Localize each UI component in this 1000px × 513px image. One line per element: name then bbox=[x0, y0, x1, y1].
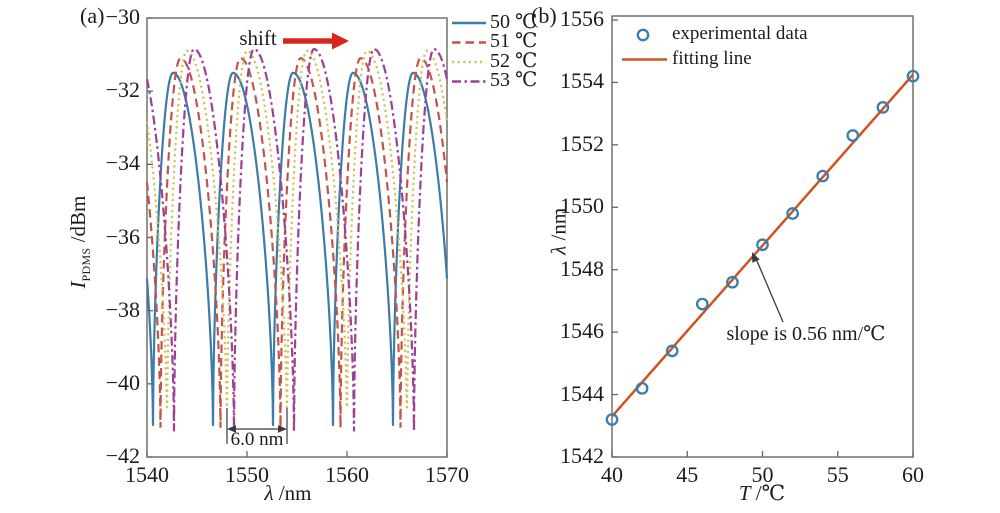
data-point-marker bbox=[726, 275, 739, 289]
slope-arrow-head-icon bbox=[752, 252, 760, 263]
slope-annotation: slope is 0.56 nm/℃ bbox=[726, 323, 886, 345]
data-point-marker bbox=[695, 297, 709, 311]
panel-b-x-axis-label: T /℃ bbox=[738, 481, 786, 505]
fringe-spacing-annotation: 6.0 nm bbox=[230, 429, 284, 450]
panel-a-x-tick-label: 1560 bbox=[325, 462, 369, 487]
data-point-marker bbox=[876, 101, 890, 114]
data-point-marker bbox=[906, 69, 920, 83]
fringe-curve-52℃ bbox=[146, 49, 448, 409]
panel-a-x-tick-label: 1570 bbox=[425, 462, 469, 487]
spacing-arrow-right-head-icon bbox=[278, 425, 287, 433]
legend-b-label-experimental-data: experimental data bbox=[672, 23, 808, 44]
shift-arrow-head-icon bbox=[332, 32, 349, 50]
panel-b-y-tick-label: 1554 bbox=[560, 68, 604, 94]
data-point-marker bbox=[846, 129, 860, 142]
legend-b-circle-marker-icon bbox=[636, 28, 650, 42]
panel-a-y-tick-label: −30 bbox=[105, 4, 140, 29]
fringe-curve-51℃ bbox=[146, 57, 448, 428]
panel-a-x-axis-label: λ /nm bbox=[264, 481, 312, 505]
panel-a-y-tick-label: −40 bbox=[105, 369, 140, 395]
legend-a-label-52c: 52 ℃ bbox=[490, 50, 538, 72]
legend-a-label-51c: 51 ℃ bbox=[490, 30, 538, 52]
panel-a-y-tick-label: −32 bbox=[105, 77, 140, 103]
shift-annotation: shift bbox=[239, 26, 277, 50]
fitting-line bbox=[611, 73, 914, 418]
panel-b-label: (b) bbox=[531, 3, 557, 28]
legend-a-label-50c: 50 ℃ bbox=[490, 11, 538, 33]
panel-a-x-tick-label: 1540 bbox=[125, 462, 169, 487]
panel-a-x-tick-label: 1550 bbox=[225, 462, 269, 487]
fringe-curve-53℃ bbox=[146, 48, 448, 432]
panel-b-x-tick-label: 60 bbox=[902, 462, 924, 487]
panel-b-x-tick-label: 45 bbox=[676, 462, 699, 487]
lambda-symbol: λ bbox=[264, 481, 274, 505]
legend-a-label-53c: 53 ℃ bbox=[490, 69, 538, 91]
temperature-symbol: T bbox=[738, 481, 751, 505]
legend-b-label-fitting-line: fitting line bbox=[672, 48, 752, 69]
data-point-marker bbox=[816, 169, 830, 183]
panel-a-y-tick-label: −42 bbox=[105, 443, 140, 468]
data-point-marker bbox=[786, 207, 799, 220]
panel-b-x-tick-label: 55 bbox=[826, 462, 849, 487]
panel-b-y-tick-label: 1548 bbox=[560, 255, 604, 281]
panel-b-frame bbox=[611, 15, 914, 458]
panel-a-frame bbox=[146, 17, 448, 458]
panel-b-y-tick-label: 1544 bbox=[560, 380, 604, 406]
panel-a-y-tick-label: −34 bbox=[105, 150, 140, 176]
panel-b-y-tick-label: 1546 bbox=[560, 318, 604, 344]
lambda-symbol: λ bbox=[546, 245, 571, 255]
panel-a-y-tick-label: −38 bbox=[105, 296, 140, 322]
panel-a-y-tick-label: −36 bbox=[105, 223, 140, 249]
panel-b-y-tick-label: 1550 bbox=[560, 193, 604, 219]
slope-arrow-line bbox=[756, 260, 784, 323]
spacing-arrow-left-head-icon bbox=[227, 425, 236, 433]
data-point-marker bbox=[756, 238, 769, 252]
panel-a-label: (a) bbox=[80, 3, 105, 28]
panel-b-y-tick-label: 1542 bbox=[560, 443, 604, 468]
panel-b-x-tick-label: 50 bbox=[751, 462, 774, 487]
data-point-marker bbox=[665, 344, 679, 358]
panel-b-y-tick-label: 1556 bbox=[560, 6, 604, 31]
panel-b-y-tick-label: 1552 bbox=[560, 130, 604, 156]
data-point-marker bbox=[635, 381, 649, 395]
panel-b-x-tick-label: 40 bbox=[601, 462, 623, 487]
fringe-curve-50℃ bbox=[146, 71, 448, 426]
data-point-marker bbox=[605, 413, 619, 426]
